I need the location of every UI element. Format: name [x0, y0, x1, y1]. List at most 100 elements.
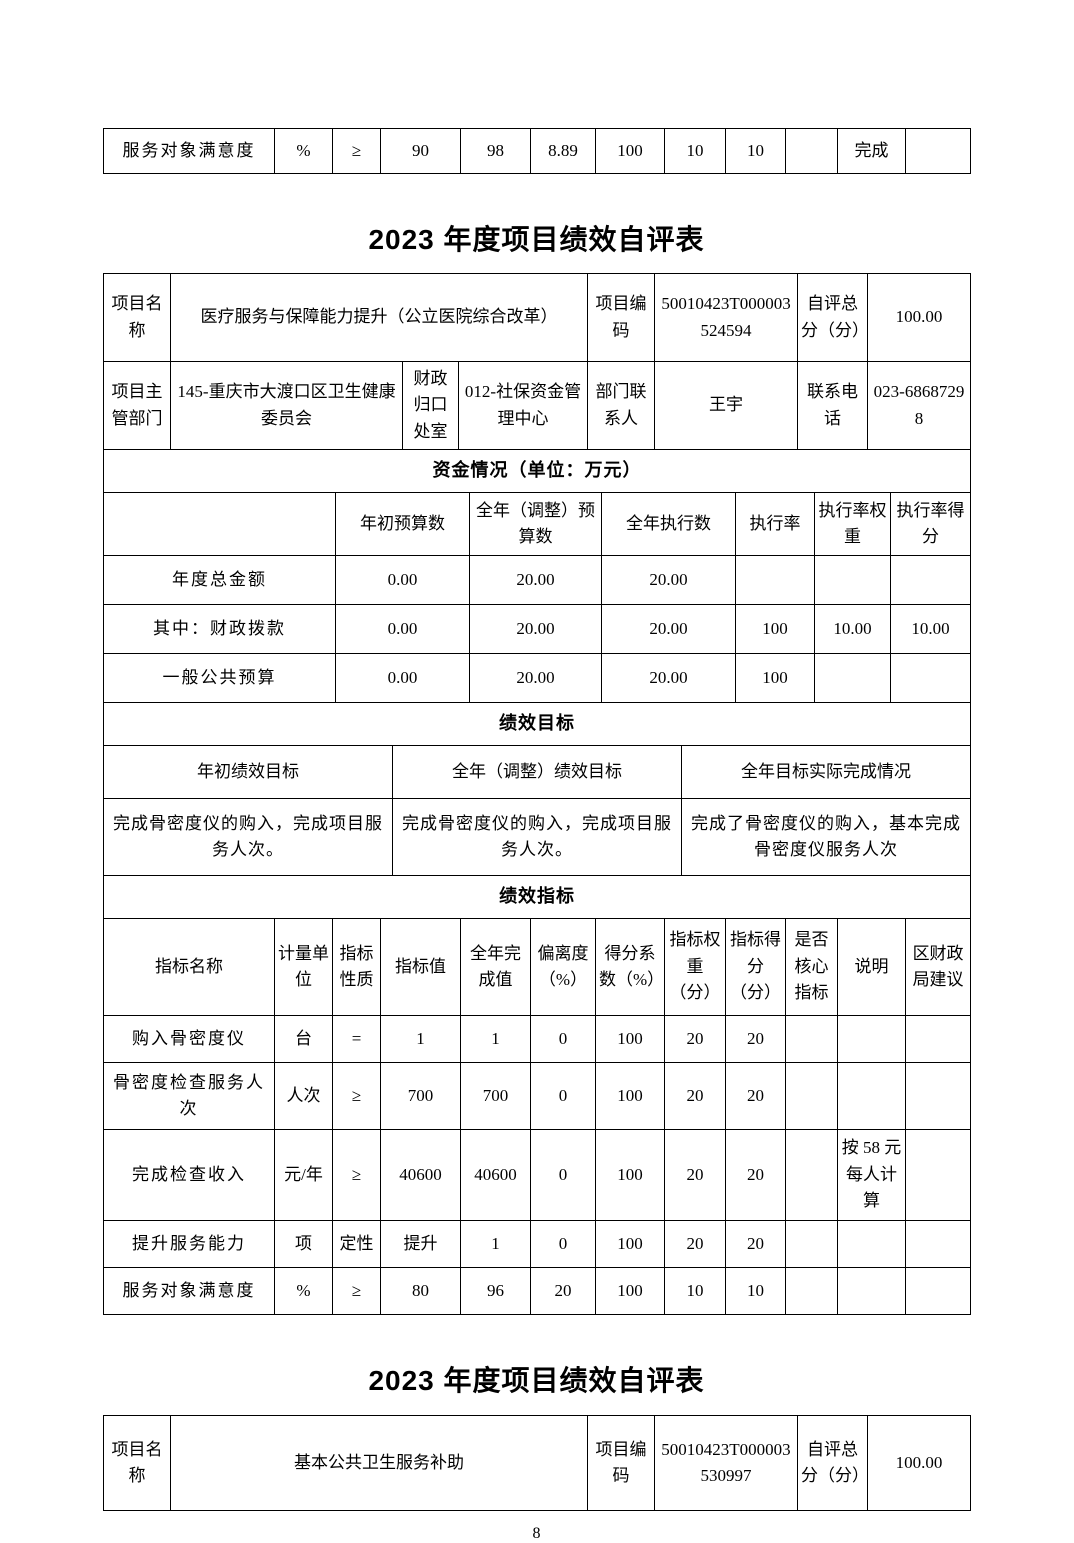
- deviation-cell: 0: [530, 1220, 596, 1268]
- fund-cell: [814, 653, 891, 703]
- fund-cell: 100: [735, 604, 815, 654]
- goal-header-adjusted: 全年（调整）绩效目标: [392, 745, 682, 799]
- table-row: 项目名称 基本公共卫生服务补助 项目编码 50010423T0000035309…: [103, 1415, 971, 1511]
- goal-header-initial: 年初绩效目标: [103, 745, 393, 799]
- table-row: 项目主管部门 145-重庆市大渡口区卫生健康委员会 财政归口处室 012-社保资…: [103, 361, 972, 450]
- indicator-header-nature: 指标性质: [332, 918, 381, 1016]
- unit-cell: 项: [274, 1220, 333, 1268]
- target-value-cell: 80: [380, 1267, 461, 1315]
- self-evaluation-table-2: 项目名称 基本公共卫生服务补助 项目编码 50010423T0000035309…: [103, 1415, 971, 1511]
- fund-cell: [889, 555, 972, 605]
- table-row: 绩效目标: [102, 702, 972, 746]
- table-row: 骨密度检查服务人次 人次 ≥ 700 700 0 100 20 20: [103, 1062, 972, 1130]
- suggestion-cell: [905, 128, 971, 174]
- fund-cell: 0.00: [335, 604, 470, 654]
- unit-cell: 台: [274, 1015, 333, 1063]
- table1-title: 2023 年度项目绩效自评表: [368, 224, 705, 255]
- fund-row-label: 年度总金额: [103, 555, 336, 605]
- deviation-cell: 0: [530, 1015, 596, 1063]
- indicators-section: 绩效指标 指标名称 计量单位 指标性质 指标值 全年完成值 偏离度（%） 得分系…: [102, 875, 972, 1315]
- indicator-name-cell: 服务对象满意度: [103, 128, 275, 174]
- indicator-name-cell: 完成检查收入: [103, 1129, 275, 1221]
- score-cell: 10: [725, 1267, 786, 1315]
- goals-section: 绩效目标 年初绩效目标 全年（调整）绩效目标 全年目标实际完成情况 完成骨密度仪…: [102, 702, 972, 876]
- dept-value: 145-重庆市大渡口区卫生健康委员会: [170, 361, 403, 450]
- indicator-header-target: 指标值: [380, 918, 461, 1016]
- core-indicator-cell: [785, 1129, 838, 1221]
- indicator-name-cell: 服务对象满意度: [103, 1267, 275, 1315]
- finance-office-value: 012-社保资金管理中心: [457, 361, 589, 450]
- fund-cell: [814, 555, 891, 605]
- note-cell: 按 58 元每人计算: [837, 1129, 906, 1221]
- suggestion-cell: [904, 1129, 972, 1221]
- table-row: 购入骨密度仪 台 = 1 1 0 100 20 20: [103, 1015, 972, 1063]
- funds-header-executed: 全年执行数: [601, 492, 736, 556]
- score-coefficient-cell: 100: [595, 1129, 665, 1221]
- table-row: 年初预算数 全年（调整）预算数 全年执行数 执行率 执行率权重 执行率得分: [103, 492, 972, 556]
- indicator-header-deviation: 偏离度（%）: [530, 918, 596, 1016]
- deviation-cell: 8.89: [530, 128, 596, 174]
- weight-cell: 10: [664, 128, 726, 174]
- weight-cell: 10: [664, 1267, 726, 1315]
- fund-row-label: 一般公共预算: [103, 653, 336, 703]
- fund-cell: 20.00: [601, 555, 736, 605]
- completed-value-cell: 1: [460, 1015, 531, 1063]
- table-row: 年初绩效目标 全年（调整）绩效目标 全年目标实际完成情况: [103, 745, 972, 799]
- self-score-value: 100.00: [867, 273, 972, 362]
- table-row: 指标名称 计量单位 指标性质 指标值 全年完成值 偏离度（%） 得分系数（%） …: [103, 918, 972, 1016]
- table-row: 提升服务能力 项 定性 提升 1 0 100 20 20: [103, 1220, 972, 1268]
- fund-cell: [735, 555, 815, 605]
- self-score-label: 自评总分（分）: [797, 273, 869, 362]
- note-cell: [837, 1267, 906, 1315]
- project-name-label: 项目名称: [103, 1415, 171, 1511]
- indicator-header-core: 是否核心指标: [785, 918, 838, 1016]
- note-cell: [837, 1062, 906, 1130]
- funds-header-blank: [103, 492, 336, 556]
- page-number: 8: [532, 1525, 541, 1542]
- fund-row-label: 其中：财政拨款: [103, 604, 336, 654]
- score-coefficient-cell: 100: [595, 1267, 665, 1315]
- indicator-header-weight: 指标权重（分）: [664, 918, 726, 1016]
- unit-cell: %: [274, 1267, 333, 1315]
- funds-section: 资金情况（单位：万元） 年初预算数 全年（调整）预算数 全年执行数 执行率 执行…: [102, 449, 972, 703]
- fund-cell: 20.00: [469, 555, 602, 605]
- phone-label: 联系电话: [797, 361, 869, 450]
- fund-cell: [889, 653, 972, 703]
- core-indicator-cell: [785, 1062, 838, 1130]
- weight-cell: 20: [664, 1062, 726, 1130]
- completed-value-cell: 40600: [460, 1129, 531, 1221]
- fund-cell: 20.00: [601, 604, 736, 654]
- deviation-cell: 0: [530, 1129, 596, 1221]
- target-value-cell: 700: [380, 1062, 461, 1130]
- core-indicator-cell: [785, 1220, 838, 1268]
- table-row: 其中：财政拨款 0.00 20.00 20.00 100 10.00 10.00: [103, 604, 972, 654]
- indicator-header-coefficient: 得分系数（%）: [595, 918, 665, 1016]
- score-cell: 20: [725, 1062, 786, 1130]
- table-row: 服务对象满意度 % ≥ 80 96 20 100 10 10: [103, 1267, 972, 1315]
- unit-cell: 元/年: [274, 1129, 333, 1221]
- self-score-label: 自评总分（分）: [797, 1415, 868, 1511]
- completed-value-cell: 1: [460, 1220, 531, 1268]
- table-row: 一般公共预算 0.00 20.00 20.00 100: [103, 653, 972, 703]
- self-evaluation-table-1: 项目名称 医疗服务与保障能力提升（公立医院综合改革） 项目编码 50010423…: [102, 273, 972, 1315]
- core-indicator-cell: [785, 1267, 838, 1315]
- indicators-section-title: 绩效指标: [102, 875, 972, 919]
- goal-adjusted-content: 完成骨密度仪的购入，完成项目服务人次。: [392, 798, 682, 876]
- target-value-cell: 提升: [380, 1220, 461, 1268]
- phone-value: 023-68687298: [867, 361, 972, 450]
- funds-header-execution-rate: 执行率: [735, 492, 815, 556]
- project-code-value: 50010423T000003524594: [654, 273, 799, 362]
- table-row: 完成检查收入 元/年 ≥ 40600 40600 0 100 20 20 按 5…: [103, 1129, 972, 1221]
- completed-value-cell: 700: [460, 1062, 531, 1130]
- table-row: 服务对象满意度 % ≥ 90 98 8.89 100 10 10 完成: [103, 128, 971, 174]
- indicator-header-completed: 全年完成值: [460, 918, 531, 1016]
- project-code-value: 50010423T000003530997: [654, 1415, 798, 1511]
- contact-label: 部门联系人: [587, 361, 656, 450]
- suggestion-cell: [904, 1015, 972, 1063]
- suggestion-cell: [904, 1062, 972, 1130]
- goal-header-actual: 全年目标实际完成情况: [680, 745, 972, 799]
- project-code-label: 项目编码: [587, 1415, 655, 1511]
- indicator-name-cell: 提升服务能力: [103, 1220, 275, 1268]
- nature-cell: ≥: [332, 1129, 381, 1221]
- project-info-section: 项目名称 医疗服务与保障能力提升（公立医院综合改革） 项目编码 50010423…: [103, 273, 972, 450]
